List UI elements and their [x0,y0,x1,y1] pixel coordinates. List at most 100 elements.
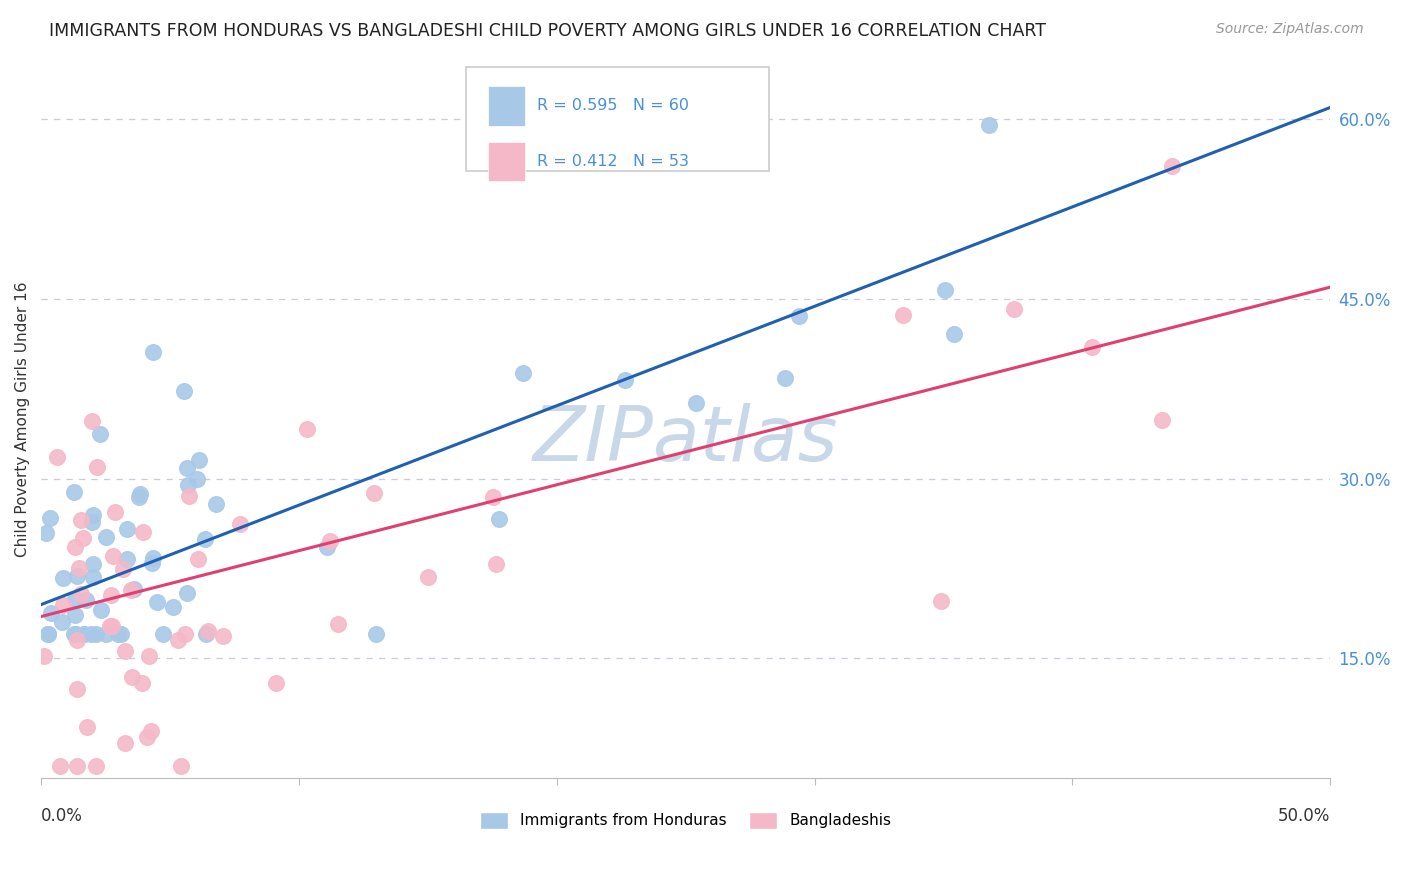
Point [173,627,195,641]
Point [39,511,62,525]
FancyBboxPatch shape [467,67,769,171]
Point [37,627,59,641]
Point [51,598,73,612]
Point [63,592,86,607]
Point [39,607,62,621]
Point [37,627,59,641]
Point [145,595,167,609]
Point [63,608,86,623]
Point [176,460,198,475]
Point [128,490,150,504]
Point [90,603,112,617]
Point [49,759,72,773]
Point [187,453,209,467]
Text: R = 0.595   N = 60: R = 0.595 N = 60 [537,98,689,113]
Point [141,556,163,570]
Point [89,426,111,441]
Point [114,736,136,750]
Point [63,540,86,554]
Point [197,624,219,639]
Y-axis label: Child Poverty Among Girls Under 16: Child Poverty Among Girls Under 16 [15,281,30,557]
Point [70,587,93,601]
Point [104,505,127,519]
Point [132,524,155,539]
Point [86,460,108,475]
Point [977,118,1000,132]
Point [63,627,86,641]
Point [319,533,342,548]
Point [142,345,165,359]
Point [107,627,129,641]
Point [121,670,143,684]
Point [187,552,209,566]
Point [76,720,98,734]
Point [82,557,104,571]
Point [69,513,91,527]
Point [929,594,952,608]
Point [205,497,228,511]
Point [114,644,136,658]
Point [891,308,914,322]
Point [166,633,188,648]
Point [315,540,337,554]
Point [942,326,965,341]
Point [111,561,134,575]
Point [115,551,138,566]
Point [934,284,956,298]
Point [135,731,157,745]
Text: IMMIGRANTS FROM HONDURAS VS BANGLADESHI CHILD POVERTY AMONG GIRLS UNDER 16 CORRE: IMMIGRANTS FROM HONDURAS VS BANGLADESHI … [49,22,1046,40]
Point [297,422,319,436]
Point [1002,302,1025,317]
Point [212,629,235,643]
Point [46,450,69,464]
Point [176,585,198,599]
Point [129,487,152,501]
Text: R = 0.412   N = 53: R = 0.412 N = 53 [537,153,689,169]
Point [82,508,104,522]
Point [264,676,287,690]
Text: 0.0%: 0.0% [41,807,83,825]
Point [613,373,636,387]
Point [775,370,797,384]
Point [66,569,89,583]
Point [1150,413,1173,427]
Text: 50.0%: 50.0% [1278,807,1330,825]
Point [1161,160,1184,174]
Point [363,486,385,500]
Point [84,627,107,641]
Legend: Immigrants from Honduras, Bangladeshis: Immigrants from Honduras, Bangladeshis [474,805,897,835]
Point [82,569,104,583]
Point [326,616,349,631]
Point [75,592,97,607]
Point [186,472,208,486]
Point [100,588,122,602]
Point [73,627,96,641]
Point [162,600,184,615]
Point [80,627,103,641]
Point [787,309,810,323]
Point [685,396,707,410]
Point [485,557,508,571]
Bar [488,142,524,181]
Point [101,549,124,564]
Text: Source: ZipAtlas.com: Source: ZipAtlas.com [1216,22,1364,37]
Text: ZIPatlas: ZIPatlas [533,403,838,477]
Point [37,627,59,641]
Point [1081,340,1104,354]
Point [364,627,387,641]
Point [173,384,195,398]
Point [194,627,217,641]
Point [73,627,96,641]
Point [94,530,117,544]
Point [139,723,162,738]
Point [179,489,201,503]
Point [66,632,89,647]
Point [131,675,153,690]
Point [110,627,132,641]
Point [63,485,86,500]
Point [512,366,534,380]
Point [115,523,138,537]
Point [101,619,124,633]
Point [176,478,198,492]
Point [51,615,73,629]
